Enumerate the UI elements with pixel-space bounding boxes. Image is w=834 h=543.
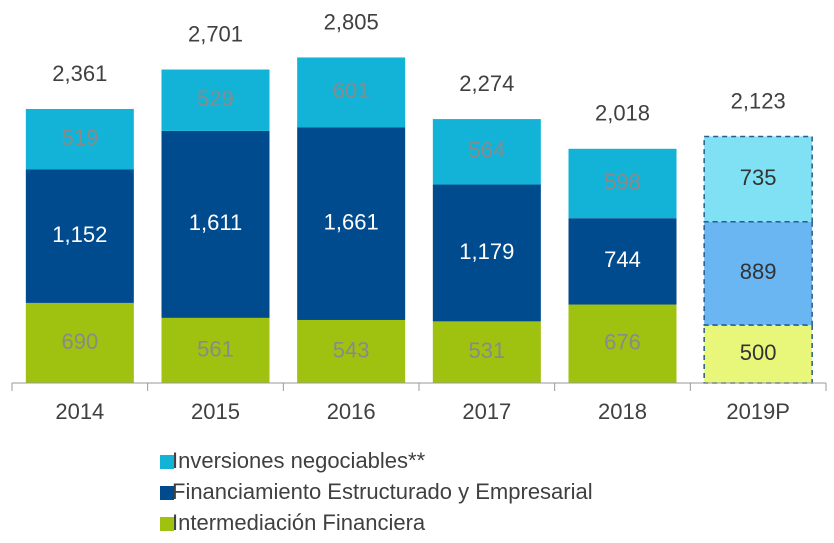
value-label: 564 (468, 138, 505, 163)
value-label: 519 (61, 125, 98, 150)
value-label: 1,152 (52, 222, 107, 247)
value-label: 601 (333, 78, 370, 103)
value-label: 889 (740, 259, 777, 284)
x-tick-label: 2017 (462, 399, 511, 424)
total-label: 2,018 (595, 101, 650, 126)
x-tick-label: 2018 (598, 399, 647, 424)
legend-label: Financiamiento Estructurado y Empresaria… (172, 479, 593, 504)
legend-label: Intermediación Financiera (172, 510, 426, 535)
value-label: 735 (740, 165, 777, 190)
legend-swatch (160, 517, 174, 531)
value-label: 1,179 (459, 239, 514, 264)
bar-segment (25, 302, 134, 383)
bar-segment (568, 304, 677, 383)
total-label: 2,701 (188, 21, 243, 46)
value-label: 690 (61, 329, 98, 354)
bar-segment (161, 69, 270, 131)
value-label: 543 (333, 337, 370, 362)
total-label: 2,274 (459, 71, 514, 96)
bar-segment (297, 57, 406, 128)
bar-segment (432, 321, 541, 383)
bar-segment (25, 169, 134, 303)
value-label: 500 (740, 340, 777, 365)
bar-segment (568, 148, 677, 219)
bar-segment (297, 319, 406, 383)
value-label: 598 (604, 169, 641, 194)
value-label: 744 (604, 247, 641, 272)
bar-segment (568, 218, 677, 305)
bar-segment (432, 119, 541, 185)
value-label: 531 (468, 338, 505, 363)
x-tick-label: 2014 (55, 399, 104, 424)
legend-swatch (160, 486, 174, 500)
total-label: 2,361 (52, 61, 107, 86)
value-label: 529 (197, 86, 234, 111)
x-tick-label: 2016 (327, 399, 376, 424)
x-tick-label: 2019P (726, 399, 790, 424)
bar-segment (161, 317, 270, 383)
legend-swatch (160, 455, 174, 469)
bar-segment (703, 135, 813, 223)
value-label: 1,611 (189, 210, 242, 235)
bar-segment (703, 324, 813, 384)
total-label: 2,805 (324, 9, 379, 34)
total-label: 2,123 (731, 88, 786, 113)
bar-segment (432, 184, 541, 322)
bar-segment (161, 130, 270, 318)
value-label: 676 (604, 330, 641, 355)
bar-segment (297, 127, 406, 320)
value-label: 561 (197, 336, 234, 361)
value-label: 1,661 (324, 209, 379, 234)
legend-label: Inversiones negociables** (172, 448, 426, 473)
x-tick-label: 2015 (191, 399, 240, 424)
bar-segment (703, 221, 813, 326)
bar-segment (25, 108, 134, 170)
